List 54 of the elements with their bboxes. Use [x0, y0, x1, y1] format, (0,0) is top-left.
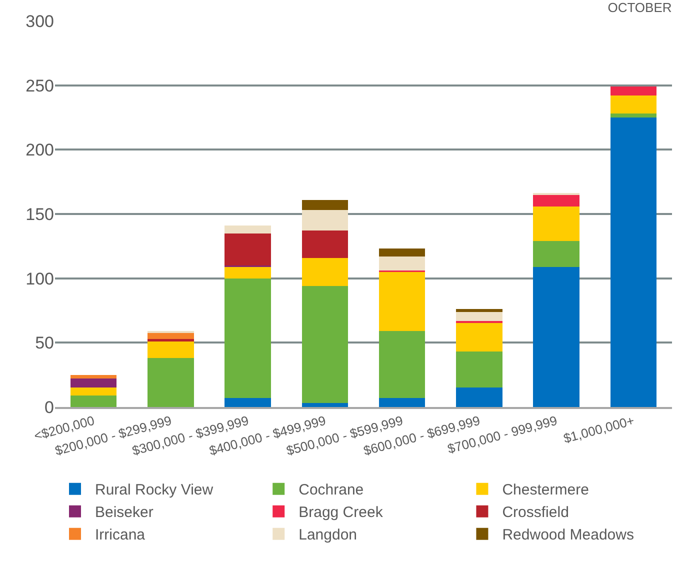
bar	[302, 403, 348, 407]
legend-label: Chestermere	[502, 482, 589, 499]
legend-label: Langdon	[298, 526, 358, 544]
bar	[302, 200, 348, 210]
legend-label: Beiseker	[95, 504, 154, 522]
bar	[302, 210, 348, 231]
bar	[456, 388, 502, 407]
bar	[533, 241, 580, 267]
bar	[456, 352, 502, 388]
bar	[378, 272, 426, 332]
bar	[378, 331, 426, 398]
y-tick-label: 250	[26, 76, 54, 96]
bar	[70, 388, 117, 396]
bar	[378, 398, 426, 407]
bar	[533, 206, 580, 242]
bar	[224, 233, 271, 266]
bar	[533, 194, 580, 206]
legend-label: Bragg Creek	[298, 504, 384, 522]
bar	[302, 258, 348, 286]
legend-label: Crossfield	[502, 504, 569, 522]
y-tick-label: 150	[26, 204, 54, 224]
legend-label: Rural Rocky View	[95, 482, 214, 499]
bar	[148, 341, 194, 358]
legend-label: Irricana	[95, 526, 146, 544]
y-tick-label: 50	[35, 334, 54, 353]
bar	[70, 395, 117, 407]
chart-title: OCTOBER	[608, 0, 672, 15]
bar	[533, 266, 580, 407]
bar	[302, 286, 348, 404]
bar	[378, 256, 426, 271]
legend-label: Redwood Meadows	[502, 526, 634, 544]
bar	[70, 374, 117, 379]
bar	[148, 358, 194, 407]
bar	[610, 86, 657, 96]
y-tick-label: 300	[26, 12, 54, 31]
bar	[456, 309, 502, 312]
bar	[610, 118, 657, 407]
bar	[456, 322, 502, 352]
bar	[224, 226, 271, 234]
bar	[610, 114, 657, 118]
bar	[224, 278, 271, 398]
bar	[224, 266, 271, 278]
y-tick-label: 100	[26, 269, 54, 288]
bar	[610, 96, 657, 114]
bar	[224, 398, 271, 407]
bar	[148, 338, 194, 342]
legend-label: Cochrane	[298, 482, 364, 499]
bar	[302, 230, 348, 258]
bar	[148, 332, 194, 339]
y-tick-label: 0	[44, 398, 54, 417]
bar	[378, 248, 426, 256]
y-tick-label: 200	[26, 140, 54, 160]
bar	[456, 312, 502, 321]
bar	[70, 378, 117, 388]
